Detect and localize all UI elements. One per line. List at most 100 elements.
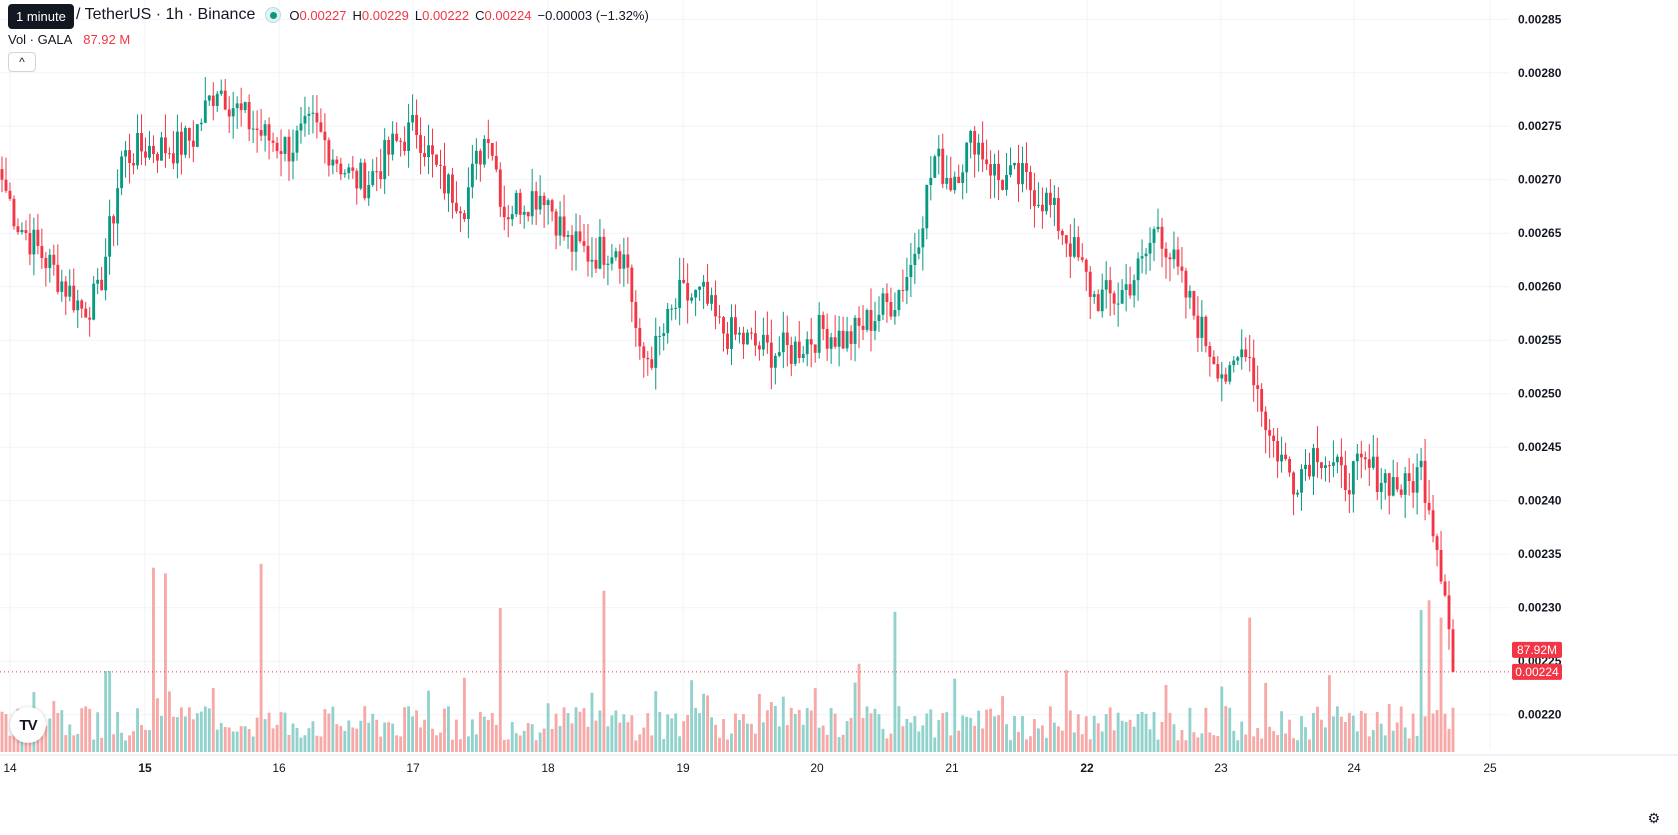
candle-body [781, 332, 785, 353]
candle-body [901, 289, 905, 291]
volume-bar [1403, 727, 1407, 752]
candle-body [1108, 280, 1112, 294]
candle-body [1013, 162, 1016, 166]
volume-bar [889, 733, 893, 752]
volume-bar [610, 715, 614, 752]
volume-bar [175, 717, 179, 752]
candle-body [590, 259, 594, 262]
volume-bar [1009, 740, 1012, 752]
candle-body [1068, 243, 1072, 257]
candle-body [1124, 284, 1128, 290]
candle-body [921, 228, 925, 248]
volume-bar [1339, 716, 1343, 752]
volume-bar [534, 740, 538, 752]
volume-bars [0, 563, 1455, 752]
candle-body [1076, 237, 1080, 258]
candle-body [973, 130, 977, 155]
candle-body [957, 176, 961, 184]
candle-body [403, 141, 407, 151]
volume-bar [734, 713, 737, 752]
candle-body [311, 112, 315, 114]
candle-body [164, 137, 167, 154]
volume-bar [997, 715, 1001, 752]
candle-body [335, 159, 339, 164]
volume-bar [682, 721, 686, 752]
candle-body [148, 145, 151, 158]
volume-bar [654, 691, 658, 752]
tradingview-logo-icon[interactable]: TV [10, 707, 46, 743]
candle-body [363, 162, 367, 199]
candle-body [323, 131, 327, 141]
volume-bar [451, 739, 454, 752]
volume-bar [100, 737, 104, 752]
candle-body [1411, 481, 1415, 493]
gear-icon[interactable]: ⚙ [1647, 810, 1660, 826]
candle-body [251, 128, 255, 130]
symbol-title[interactable]: / TetherUS · 1h · Binance [76, 6, 256, 23]
volume-bar [1096, 723, 1100, 752]
candle-body [614, 251, 618, 258]
candle-body [761, 334, 765, 350]
volume-bar [666, 714, 670, 752]
candle-body [1212, 356, 1216, 365]
candle-body [415, 114, 419, 136]
volume-bar [949, 735, 953, 752]
volume-badge-bg [1512, 641, 1562, 658]
candle-body [12, 198, 16, 227]
volume-bar [805, 707, 809, 752]
volume-legend: Vol · GALA 87.92 M [8, 32, 130, 47]
volume-bar [458, 739, 462, 752]
volume-bar [88, 708, 92, 752]
candle-body [706, 281, 710, 304]
volume-bar [614, 710, 618, 752]
candle-body [48, 254, 52, 269]
candle-body [454, 202, 458, 212]
candle-body [1148, 242, 1152, 254]
volume-bar [1128, 719, 1132, 752]
candle-body [630, 267, 634, 303]
volume-bar [76, 733, 80, 752]
candle-body [1005, 174, 1008, 190]
candle-body [1335, 456, 1339, 463]
candle-body [1160, 226, 1164, 249]
candle-body [989, 164, 993, 176]
candle-body [682, 279, 686, 283]
volume-bar [128, 735, 131, 752]
market-status-icon[interactable] [265, 7, 282, 23]
volume-bar [730, 733, 733, 752]
candle-body [514, 192, 518, 215]
candle-body [1435, 536, 1439, 551]
price-change: −0.00003 (−1.32%) [537, 7, 649, 23]
volume-bar [1025, 739, 1028, 752]
candle-body [1343, 465, 1347, 490]
volume-bar [865, 706, 869, 752]
candle-body [965, 142, 969, 173]
volume-bar [287, 734, 291, 752]
candle-body [925, 184, 929, 229]
candle-body [0, 169, 4, 180]
candle-body [853, 317, 857, 344]
candle-body [431, 145, 434, 155]
price-tick-label: 0.00275 [1518, 119, 1562, 133]
candle-body [694, 289, 698, 298]
volume-bar [223, 727, 227, 752]
volume-bar [235, 731, 239, 752]
candle-body [977, 142, 981, 155]
candle-body [1447, 595, 1451, 630]
volume-bar [554, 713, 558, 752]
candle-body [1096, 294, 1100, 312]
candle-body [1025, 163, 1028, 172]
candle-body [1367, 459, 1371, 468]
candle-body [44, 257, 48, 269]
volume-bar [518, 735, 522, 752]
candle-body [662, 333, 666, 336]
collapse-legend-button[interactable]: ^ [8, 52, 36, 72]
symbol-legend: / TetherUS · 1h · Binance O0.00227 H0.002… [8, 6, 655, 24]
volume-bar [72, 735, 76, 752]
volume-bar [387, 722, 391, 752]
candle-body [1232, 360, 1236, 366]
candle-body [1136, 258, 1140, 281]
candle-body [1072, 237, 1076, 257]
candle-body [1324, 465, 1327, 468]
